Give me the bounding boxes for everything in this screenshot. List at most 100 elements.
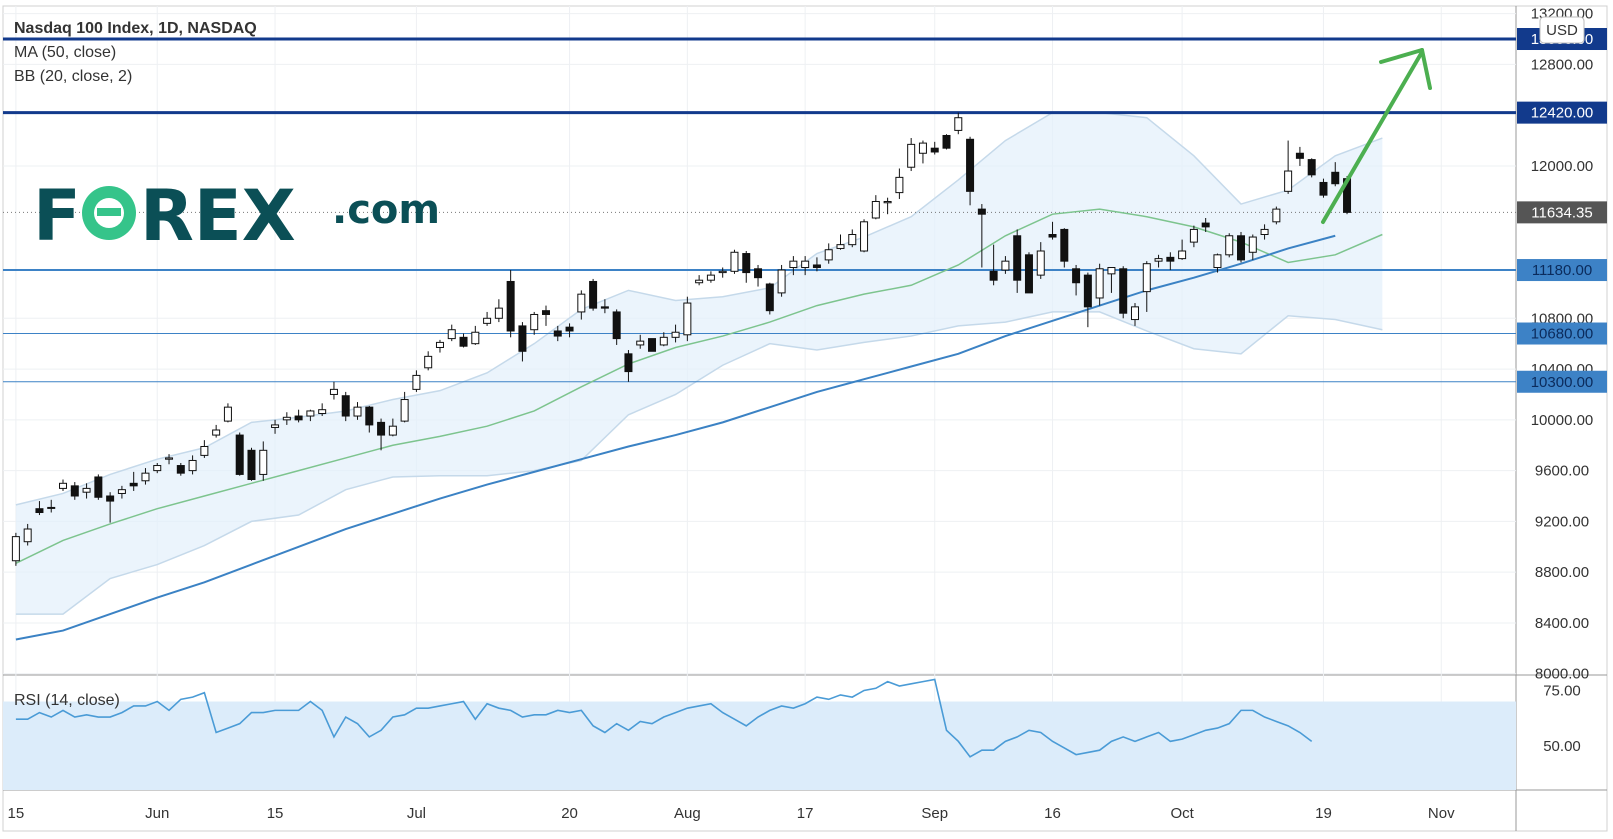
- candle-body: [530, 313, 539, 331]
- candle: [730, 249, 739, 274]
- candle: [553, 325, 562, 342]
- candle-body: [106, 495, 115, 502]
- candle-body: [11, 536, 20, 562]
- level-tag-label: 11180.00: [1532, 262, 1592, 279]
- candle: [306, 409, 315, 422]
- price-tick-label: 8800.00: [1535, 564, 1589, 581]
- candle-body: [1036, 250, 1045, 276]
- candle: [129, 471, 138, 491]
- candle-body: [459, 336, 468, 347]
- candle-body: [624, 353, 633, 373]
- candle-body: [494, 307, 503, 319]
- price-tick-label: 8000.00: [1535, 666, 1589, 683]
- candle-body: [636, 340, 645, 346]
- candle: [141, 468, 150, 485]
- candle: [1237, 231, 1246, 263]
- time-tick-label: Sep: [921, 805, 948, 822]
- candle: [329, 381, 338, 400]
- level-tag-label: 12420.00: [1531, 105, 1594, 122]
- candle: [530, 311, 539, 335]
- candle: [1119, 266, 1128, 319]
- candle-body: [117, 489, 126, 494]
- candle-body: [365, 406, 374, 426]
- candle-body: [377, 421, 386, 436]
- time-tick-label: 15: [8, 805, 25, 822]
- moving-averages: [15, 208, 1383, 641]
- candle-body: [989, 270, 998, 281]
- candle-body: [977, 208, 986, 215]
- candle: [789, 256, 798, 276]
- candle-body: [754, 268, 763, 279]
- ma50-line: [15, 234, 1336, 641]
- time-tick-label: Oct: [1170, 805, 1194, 822]
- candle-body: [695, 279, 704, 284]
- price-tick-label: 10000.00: [1531, 412, 1594, 429]
- bb-fill: [15, 112, 1383, 615]
- candle-body: [730, 251, 739, 272]
- candle: [848, 229, 857, 248]
- candle: [117, 485, 126, 499]
- candle: [459, 333, 468, 348]
- candle-body: [1319, 181, 1328, 196]
- candle: [1319, 178, 1328, 198]
- candle: [1083, 272, 1092, 328]
- candle: [612, 309, 621, 345]
- candle-body: [565, 326, 574, 332]
- candle: [1248, 234, 1257, 260]
- candle-body: [1130, 306, 1139, 321]
- candle: [683, 296, 692, 342]
- candle-body: [1284, 170, 1293, 192]
- candle-body: [600, 306, 609, 309]
- candle-body: [82, 487, 91, 493]
- candle-body: [883, 200, 892, 204]
- candle-body: [954, 117, 963, 131]
- candle-body: [94, 476, 103, 498]
- candle-body: [200, 445, 209, 456]
- logo-letters-rex: REX: [140, 175, 296, 257]
- candle-body: [966, 138, 975, 192]
- candle: [777, 264, 786, 297]
- candle-body: [765, 283, 774, 312]
- candle: [1272, 206, 1281, 225]
- candle-body: [1307, 159, 1316, 176]
- candle-body: [742, 253, 751, 274]
- candle-body: [1248, 236, 1257, 253]
- candle: [1295, 146, 1304, 166]
- candle: [82, 483, 91, 499]
- candle: [812, 257, 821, 272]
- candle: [47, 499, 56, 513]
- rsi-band: [3, 701, 1516, 790]
- candle: [1284, 140, 1293, 194]
- rsi-pane: [3, 678, 1516, 790]
- candle: [106, 492, 115, 523]
- candle: [1130, 303, 1139, 326]
- logo-coin-bar: [97, 208, 121, 216]
- candle: [860, 219, 869, 253]
- rsi-tick-label: 75.00: [1543, 682, 1581, 699]
- candle: [282, 412, 291, 425]
- candle-body: [553, 330, 562, 337]
- candle-body: [801, 260, 810, 269]
- candle: [966, 136, 975, 206]
- candle-body: [59, 482, 68, 489]
- candle: [153, 463, 162, 474]
- candle: [954, 112, 963, 135]
- level-tag: [1517, 370, 1607, 393]
- candle: [59, 479, 68, 491]
- candle-body: [1083, 274, 1092, 308]
- candle: [23, 523, 32, 546]
- candle: [341, 391, 350, 422]
- candle: [636, 334, 645, 349]
- currency-badge[interactable]: [1539, 16, 1585, 44]
- candle: [388, 418, 397, 437]
- candle: [671, 324, 680, 343]
- candle-body: [836, 244, 845, 249]
- candle: [659, 332, 668, 347]
- candle: [648, 338, 657, 352]
- level-tag: [1517, 101, 1607, 124]
- candle: [883, 197, 892, 215]
- candle: [1213, 253, 1222, 273]
- candle-body: [47, 506, 56, 509]
- candle: [1142, 261, 1151, 312]
- candle-body: [1331, 171, 1340, 185]
